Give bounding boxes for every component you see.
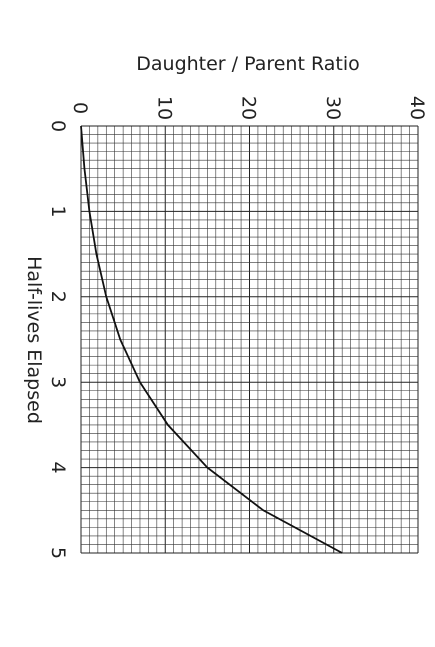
y-tick-label: 20: [238, 96, 260, 120]
tick-labels: 0 10 20 30 40 0 1 2 3 4 5: [47, 96, 428, 559]
series-group: [80, 125, 343, 554]
x-tick-label: 1: [47, 205, 69, 217]
x-axis-title: Half-lives Elapsed: [23, 256, 45, 424]
x-tick-label: 0: [47, 120, 69, 132]
grid: [80, 125, 419, 554]
x-tick-label: 4: [47, 462, 69, 474]
y-tick-label: 0: [69, 102, 91, 114]
x-tick-label: 2: [47, 291, 69, 303]
y-axis-title: Daughter / Parent Ratio: [136, 53, 360, 75]
y-tick-label: 10: [153, 96, 175, 120]
y-tick-label: 40: [406, 96, 428, 120]
series-line: [80, 125, 343, 554]
x-tick-label: 5: [47, 547, 69, 559]
y-tick-label: 30: [322, 96, 344, 120]
x-tick-label: 3: [47, 376, 69, 388]
